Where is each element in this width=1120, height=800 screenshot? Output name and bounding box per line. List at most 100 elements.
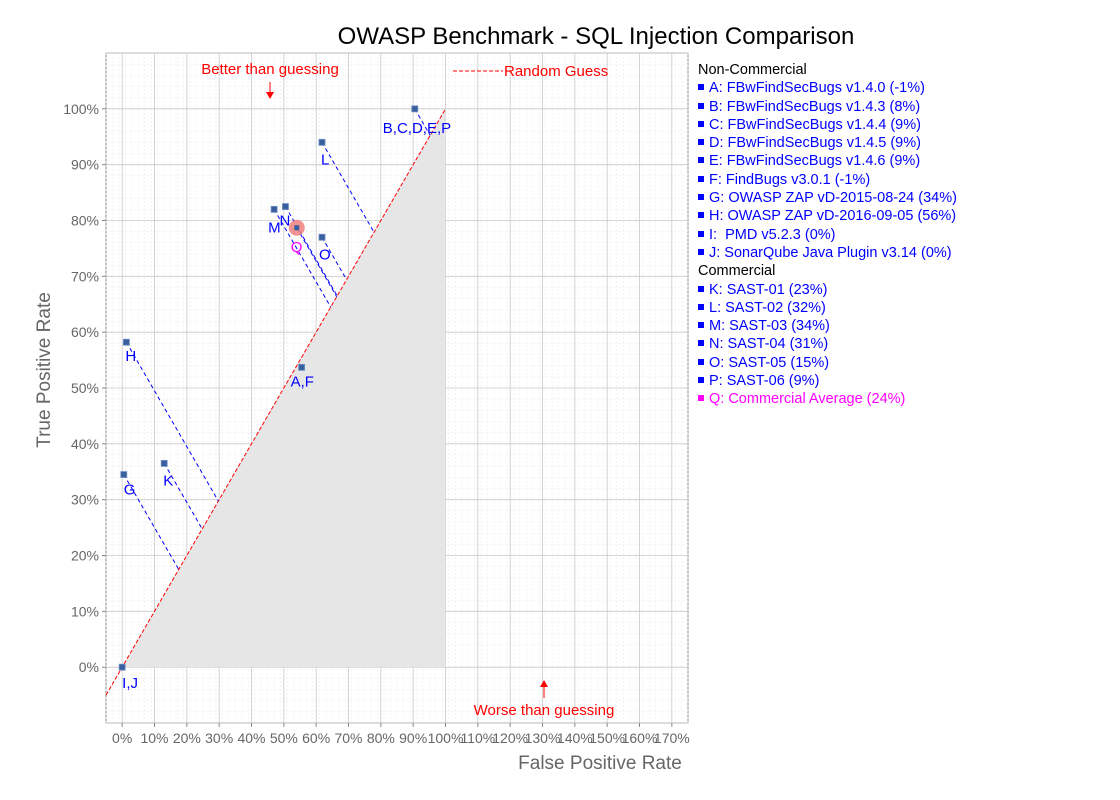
distance-line <box>321 236 347 280</box>
legend-marker <box>698 120 704 127</box>
data-point <box>270 205 278 213</box>
x-tick-label: 100% <box>428 730 464 746</box>
legend-item: M: SAST-03 (34%) <box>698 317 957 335</box>
distance-line <box>414 108 431 136</box>
y-tick-label: 30% <box>71 492 99 508</box>
point-label: M <box>268 219 281 236</box>
x-axis-label: False Positive Rate <box>518 753 682 774</box>
better-arrow-head <box>266 92 274 99</box>
data-point <box>318 138 326 146</box>
average-point-center <box>294 225 300 231</box>
x-tick-label: 160% <box>622 730 658 746</box>
distance-line <box>125 341 219 502</box>
x-tick-label: 80% <box>367 730 395 746</box>
y-tick-label: 90% <box>71 157 99 173</box>
data-points <box>118 105 419 671</box>
point-labels: A,F B,C,D,E,P G H I,J K L MN OQ <box>122 120 451 692</box>
point-label: N <box>279 213 290 230</box>
distance-line <box>123 474 180 570</box>
x-tick-label: 30% <box>205 730 233 746</box>
x-tick-label: 140% <box>557 730 593 746</box>
legend-commercial-list: K: SAST-01 (23%) L: SAST-02 (32%) M: SAST-… <box>698 281 957 391</box>
data-point <box>118 663 126 671</box>
legend-item-label: I: PMD v5.2.3 (0%) <box>709 226 836 243</box>
legend-header-commercial: Commercial <box>698 263 776 280</box>
data-point <box>160 459 168 467</box>
y-axis-ticks: 0% 10% 20% 30% 40% 50% 60% 70% 80% 90% 100% <box>63 101 106 675</box>
legend-item-label: C: FBwFindSecBugs v1.4.4 (9%) <box>709 116 921 133</box>
legend-header-non-commercial: Non-Commercial <box>698 62 807 78</box>
legend-item-label: K: SAST-01 (23%) <box>709 281 828 298</box>
legend-non-commercial-list: A: FBwFindSecBugs v1.4.0 (-1%) B: FBwFind… <box>698 79 957 262</box>
point-label: H <box>125 348 136 365</box>
legend-marker <box>698 358 704 365</box>
legend-item: F: FindBugs v3.0.1 (-1%) <box>698 171 957 189</box>
x-tick-label: 90% <box>399 730 427 746</box>
point-label: I,J <box>122 675 138 692</box>
legend-item-label: J: SonarQube Java Plugin v3.14 (0%) <box>709 244 952 261</box>
chart-title: OWASP Benchmark - SQL Injection Comparis… <box>338 23 855 50</box>
legend-marker <box>698 395 704 402</box>
legend-item-label: E: FBwFindSecBugs v1.4.6 (9%) <box>709 153 921 170</box>
y-tick-label: 60% <box>71 324 99 340</box>
legend-item-label: L: SAST-02 (32%) <box>709 299 826 316</box>
x-tick-label: 0% <box>112 730 132 746</box>
distance-line <box>296 227 338 297</box>
legend-marker <box>698 322 704 329</box>
data-point <box>122 338 130 346</box>
x-tick-label: 120% <box>492 730 528 746</box>
x-tick-label: 20% <box>173 730 201 746</box>
distance-line <box>273 209 332 308</box>
x-tick-label: 70% <box>334 730 362 746</box>
data-point <box>318 233 326 241</box>
x-tick-label: 150% <box>589 730 625 746</box>
data-point <box>411 105 419 113</box>
legend-item: I: PMD v5.2.3 (0%) <box>698 226 957 244</box>
legend-marker <box>698 157 704 164</box>
legend-marker <box>698 285 704 292</box>
worse-than-guessing-label: Worse than guessing <box>474 702 615 719</box>
x-tick-label: 60% <box>302 730 330 746</box>
legend-marker <box>698 340 704 347</box>
legend-item-label: Q: Commercial Average (24%) <box>709 391 906 408</box>
y-tick-label: 80% <box>71 213 99 229</box>
point-label: O <box>319 246 331 263</box>
legend-item-label: P: SAST-06 (9%) <box>709 373 820 390</box>
better-than-guessing-label: Better than guessing <box>201 61 339 78</box>
x-tick-label: 170% <box>654 730 690 746</box>
point-label: G <box>124 482 136 499</box>
legend-marker <box>698 194 704 201</box>
legend-item-label: A: FBwFindSecBugs v1.4.0 (-1%) <box>709 80 925 97</box>
x-tick-label: 10% <box>140 730 168 746</box>
legend-item: L: SAST-02 (32%) <box>698 299 957 317</box>
legend-item-label: N: SAST-04 (31%) <box>709 336 829 353</box>
point-label: L <box>321 151 329 168</box>
legend-marker <box>698 230 704 237</box>
legend-item: O: SAST-05 (15%) <box>698 354 957 372</box>
distance-line <box>163 463 203 530</box>
legend-marker <box>698 175 704 182</box>
legend-item: H: OWASP ZAP vD-2016-09-05 (56%) <box>698 207 957 225</box>
legend-marker <box>698 248 704 255</box>
legend-item-label: H: OWASP ZAP vD-2016-09-05 (56%) <box>709 208 957 225</box>
y-tick-label: 100% <box>63 101 99 117</box>
legend-item: P: SAST-06 (9%) <box>698 372 957 390</box>
x-tick-label: 130% <box>525 730 561 746</box>
point-label: B,C,D,E,P <box>383 120 451 137</box>
random-guess-line <box>105 108 446 696</box>
x-tick-label: 50% <box>270 730 298 746</box>
legend-item-label: G: OWASP ZAP vD-2015-08-24 (34%) <box>709 190 957 207</box>
legend-item: J: SonarQube Java Plugin v3.14 (0%) <box>698 244 957 262</box>
legend: Non-Commercial A: FBwFindSecBugs v1.4.0 … <box>698 61 957 409</box>
y-tick-label: 50% <box>71 380 99 396</box>
worse-arrow-head <box>540 680 548 687</box>
y-tick-label: 70% <box>71 268 99 284</box>
x-tick-label: 110% <box>460 730 495 746</box>
legend-item-label: M: SAST-03 (34%) <box>709 318 830 335</box>
point-label: K <box>163 472 173 489</box>
legend-marker <box>698 102 704 109</box>
legend-item: K: SAST-01 (23%) <box>698 281 957 299</box>
legend-item: A: FBwFindSecBugs v1.4.0 (-1%) <box>698 79 957 97</box>
distance-line <box>321 142 375 233</box>
